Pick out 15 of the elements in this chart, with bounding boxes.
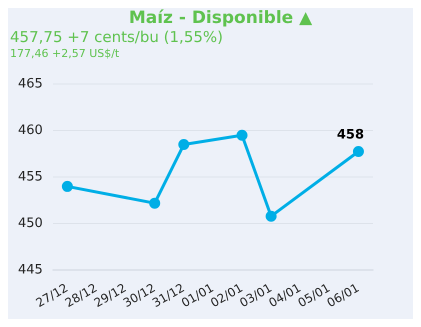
y-tick-label: 465 bbox=[18, 76, 43, 92]
y-tick-label: 450 bbox=[18, 216, 43, 232]
y-tick-label: 445 bbox=[18, 262, 43, 278]
point bbox=[266, 210, 277, 222]
chart-title: Maíz - Disponible ▲ bbox=[128, 8, 314, 28]
y-tick-label: 455 bbox=[18, 169, 43, 184]
point bbox=[352, 146, 364, 158]
point bbox=[149, 198, 160, 209]
data-label: 458 bbox=[336, 127, 364, 142]
y-tick-label: 460 bbox=[18, 122, 43, 138]
point bbox=[62, 180, 73, 192]
point bbox=[178, 139, 190, 150]
chart-subtitle: 457,75 +7 cents/bu (1,55%) bbox=[9, 28, 224, 46]
point bbox=[236, 130, 248, 141]
text: 177,46 +2,57 US$/t bbox=[9, 46, 120, 62]
